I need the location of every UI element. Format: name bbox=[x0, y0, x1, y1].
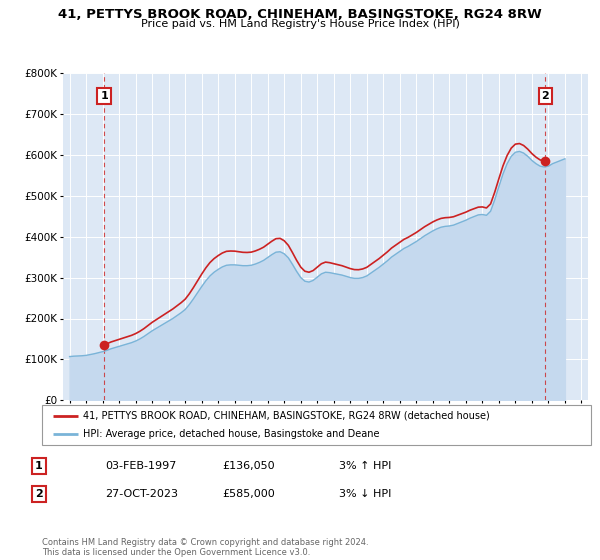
Text: 41, PETTYS BROOK ROAD, CHINEHAM, BASINGSTOKE, RG24 8RW (detached house): 41, PETTYS BROOK ROAD, CHINEHAM, BASINGS… bbox=[83, 411, 490, 421]
Text: £136,050: £136,050 bbox=[222, 461, 275, 471]
Text: HPI: Average price, detached house, Basingstoke and Deane: HPI: Average price, detached house, Basi… bbox=[83, 430, 380, 439]
Text: 2: 2 bbox=[542, 91, 549, 101]
Text: Price paid vs. HM Land Registry's House Price Index (HPI): Price paid vs. HM Land Registry's House … bbox=[140, 19, 460, 29]
Text: Contains HM Land Registry data © Crown copyright and database right 2024.
This d: Contains HM Land Registry data © Crown c… bbox=[42, 538, 368, 557]
Text: 03-FEB-1997: 03-FEB-1997 bbox=[105, 461, 176, 471]
Text: 41, PETTYS BROOK ROAD, CHINEHAM, BASINGSTOKE, RG24 8RW: 41, PETTYS BROOK ROAD, CHINEHAM, BASINGS… bbox=[58, 8, 542, 21]
Text: 2: 2 bbox=[35, 489, 43, 499]
Text: 1: 1 bbox=[35, 461, 43, 471]
Text: 3% ↑ HPI: 3% ↑ HPI bbox=[339, 461, 391, 471]
Text: 3% ↓ HPI: 3% ↓ HPI bbox=[339, 489, 391, 499]
Text: 27-OCT-2023: 27-OCT-2023 bbox=[105, 489, 178, 499]
Text: £585,000: £585,000 bbox=[222, 489, 275, 499]
Text: 1: 1 bbox=[100, 91, 108, 101]
